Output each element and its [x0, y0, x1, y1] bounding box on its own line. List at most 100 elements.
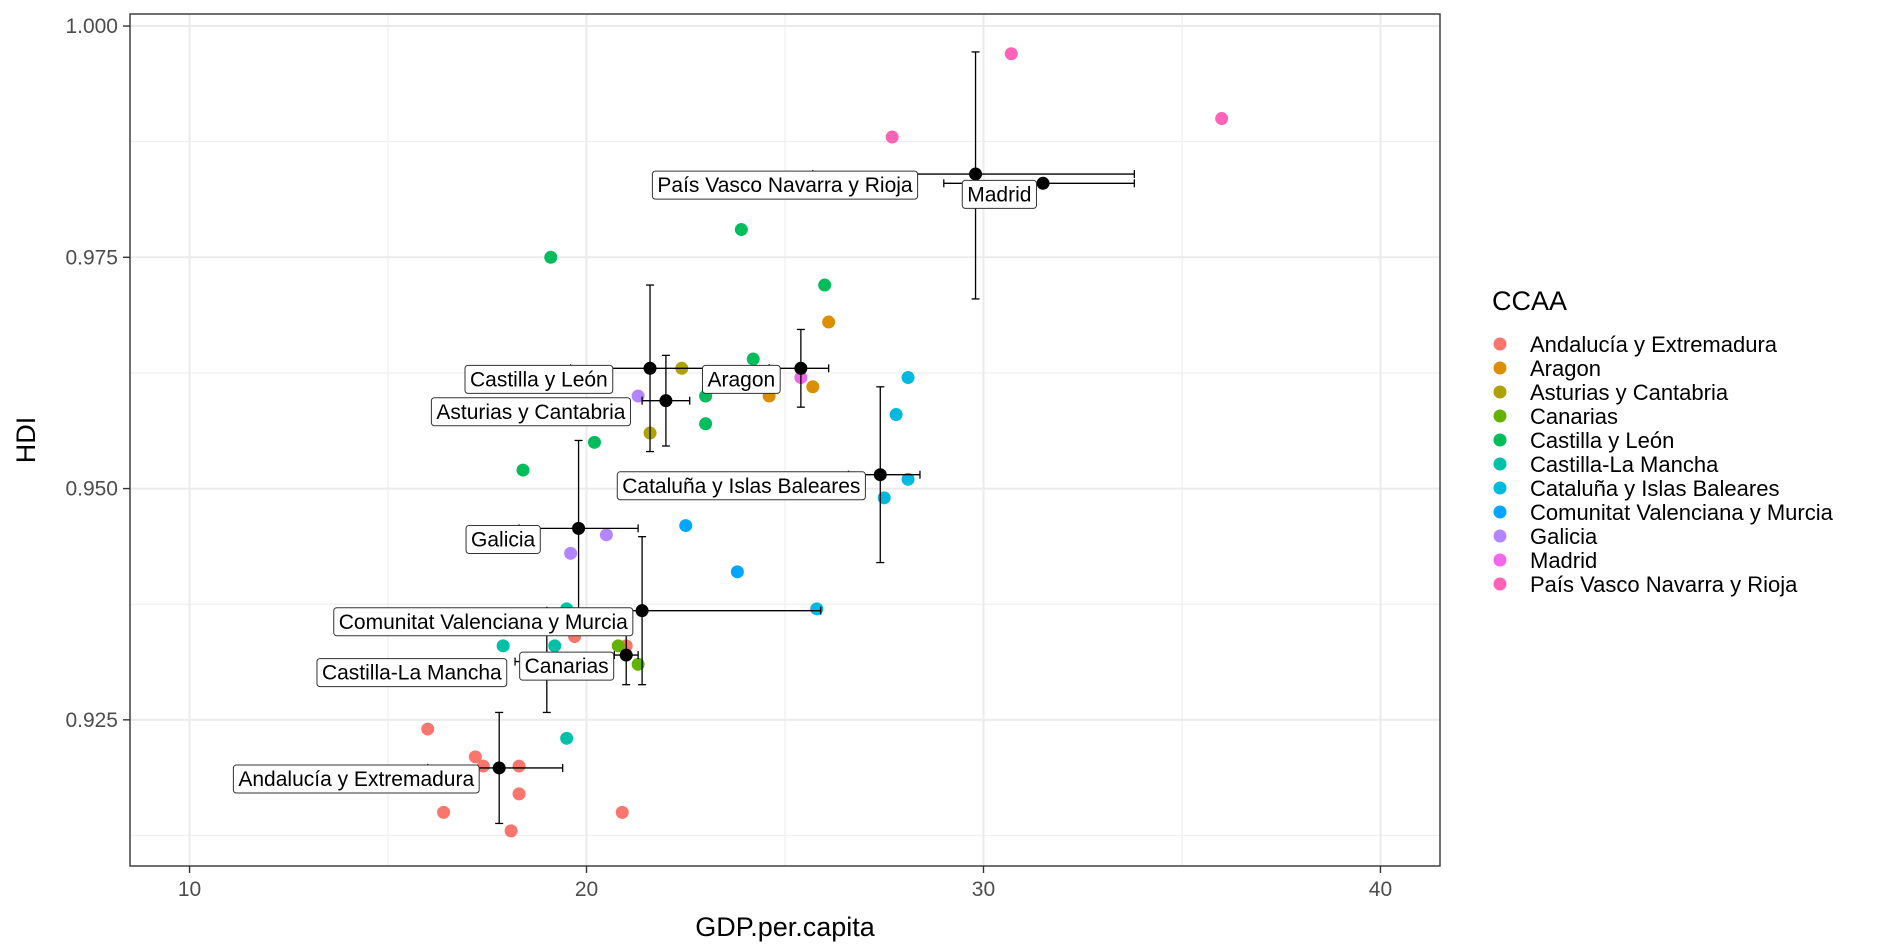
- region-labels: Andalucía y Extremadura Aragon Asturias y …: [232, 170, 1037, 794]
- legend-item: Cataluña y Islas Baleares: [1493, 476, 1779, 501]
- legend-label: País Vasco Navarra y Rioja: [1530, 572, 1798, 597]
- legend-swatch: [1493, 361, 1507, 375]
- data-point: [806, 380, 820, 394]
- data-point: [889, 408, 903, 422]
- legend-item: Asturias y Cantabria: [1493, 380, 1729, 405]
- region-label-text: Andalucía y Extremadura: [238, 768, 474, 791]
- region-label-text: Asturias y Cantabria: [436, 401, 625, 424]
- group-mean-point: [1036, 176, 1050, 190]
- region-label-box: [961, 179, 1037, 209]
- region-label-box: [316, 658, 508, 688]
- data-point: [544, 250, 558, 264]
- region-label-box: [464, 364, 614, 394]
- x-axis-title: GDP.per.capita: [695, 912, 876, 942]
- data-point: [512, 787, 526, 801]
- legend: CCAA Andalucía y ExtremaduraAragonAsturi…: [1492, 286, 1834, 597]
- group-mean-point: [969, 167, 983, 181]
- legend-item: Aragon: [1493, 356, 1601, 381]
- legend-label: Cataluña y Islas Baleares: [1530, 476, 1779, 501]
- group-mean-point: [619, 648, 633, 662]
- y-axis: 0.925 0.950 0.975 1.000: [65, 15, 130, 732]
- region-label-text: Madrid: [967, 183, 1031, 206]
- region-label: Comunitat Valenciana y Murcia: [333, 607, 634, 637]
- data-point: [734, 223, 748, 237]
- region-label-box: [519, 651, 615, 681]
- legend-label: Galicia: [1530, 524, 1598, 549]
- data-point: [631, 657, 645, 671]
- y-axis-title: HDI: [11, 417, 41, 464]
- panel-border: [129, 13, 1441, 867]
- data-point: [746, 352, 760, 366]
- legend-label: Comunitat Valenciana y Murcia: [1530, 500, 1834, 525]
- data-point: [901, 371, 915, 385]
- y-tick-label: 0.950: [65, 478, 118, 501]
- region-label: Aragon: [701, 364, 781, 394]
- data-point: [699, 417, 713, 431]
- region-label: Asturias y Cantabria: [430, 397, 631, 427]
- region-label: Madrid: [961, 179, 1037, 209]
- data-point: [631, 389, 645, 403]
- data-point: [504, 824, 518, 838]
- legend-swatch: [1493, 409, 1507, 423]
- legend-item: Galicia: [1493, 524, 1598, 549]
- group-mean-point: [659, 394, 673, 408]
- data-point: [679, 519, 693, 533]
- data-point: [1215, 112, 1229, 126]
- legend-item: Andalucía y Extremadura: [1493, 332, 1778, 357]
- region-label: Galicia: [465, 524, 541, 554]
- data-point: [611, 639, 625, 653]
- region-label: Castilla-La Mancha: [316, 658, 508, 688]
- data-point: [885, 130, 899, 144]
- region-label-text: Canarias: [525, 655, 609, 678]
- data-point: [615, 805, 629, 819]
- y-tick-label: 0.925: [65, 709, 118, 732]
- region-label-text: Galicia: [471, 528, 536, 551]
- legend-label: Castilla-La Mancha: [1530, 452, 1719, 477]
- region-label-text: Cataluña y Islas Baleares: [622, 475, 860, 498]
- legend-item: País Vasco Navarra y Rioja: [1493, 572, 1798, 597]
- region-label-box: [616, 471, 866, 501]
- region-label: Castilla y León: [464, 364, 614, 394]
- legend-swatch: [1493, 577, 1507, 591]
- data-point: [810, 602, 824, 616]
- region-label-box: [465, 524, 541, 554]
- region-label-box: [701, 364, 781, 394]
- group-mean-point: [643, 361, 657, 375]
- y-tick-label: 1.000: [65, 15, 118, 38]
- region-label: País Vasco Navarra y Rioja: [651, 170, 919, 200]
- x-tick-label: 30: [972, 878, 995, 901]
- grid-minor: [130, 14, 1440, 866]
- data-point: [516, 463, 530, 477]
- region-label-box: [430, 397, 631, 427]
- legend-title: CCAA: [1492, 286, 1567, 316]
- legend-item: Comunitat Valenciana y Murcia: [1493, 500, 1834, 525]
- data-point: [822, 315, 836, 329]
- legend-swatch: [1493, 481, 1507, 495]
- legend-swatch: [1493, 529, 1507, 543]
- grid-major: [130, 14, 1440, 866]
- legend-label: Asturias y Cantabria: [1530, 380, 1729, 405]
- legend-swatch: [1493, 553, 1507, 567]
- legend-label: Castilla y León: [1530, 428, 1674, 453]
- region-label-text: País Vasco Navarra y Rioja: [657, 174, 913, 197]
- data-point: [548, 639, 562, 653]
- legend-item: Castilla y León: [1493, 428, 1674, 453]
- data-point: [421, 722, 435, 736]
- group-mean-point: [794, 361, 808, 375]
- group-mean-point: [572, 521, 586, 535]
- region-label-box: [333, 607, 634, 637]
- region-label-text: Comunitat Valenciana y Murcia: [339, 611, 628, 634]
- data-point: [564, 546, 578, 560]
- x-tick-label: 40: [1369, 878, 1392, 901]
- data-point: [560, 731, 574, 745]
- data-point: [468, 750, 482, 764]
- group-mean-point: [492, 761, 506, 775]
- group-mean-point: [873, 468, 887, 482]
- region-label: Cataluña y Islas Baleares: [616, 471, 866, 501]
- legend-item: Castilla-La Mancha: [1493, 452, 1719, 477]
- data-point: [730, 565, 744, 579]
- legend-swatch: [1493, 433, 1507, 447]
- data-point: [877, 491, 891, 505]
